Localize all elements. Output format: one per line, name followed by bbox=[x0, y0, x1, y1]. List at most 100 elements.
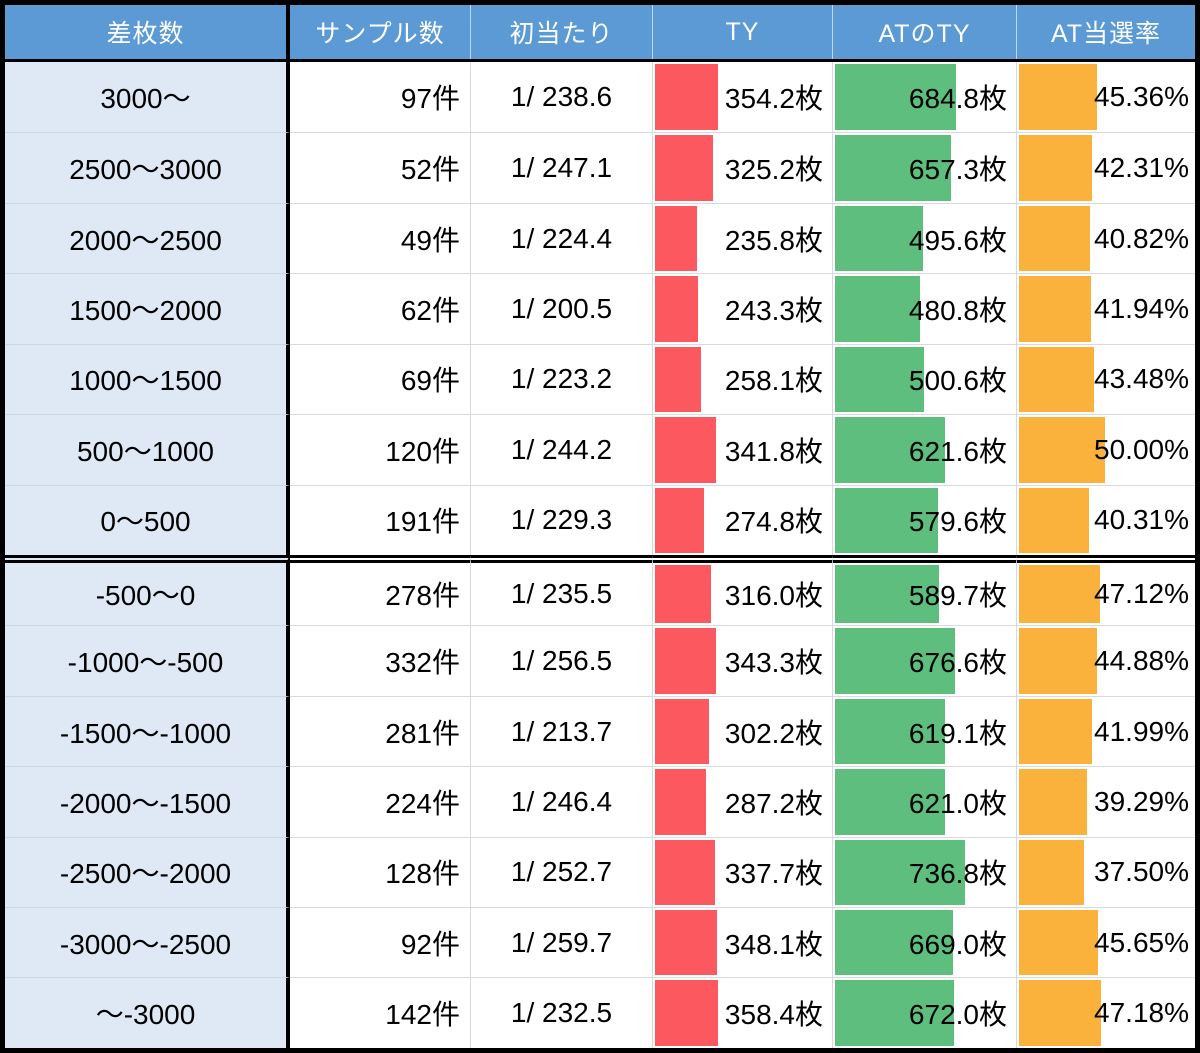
cell-at-rate: 45.65% bbox=[1016, 907, 1195, 978]
cell-at-ty-value: 619.1枚 bbox=[908, 717, 1007, 749]
table-row: 0～500 191件 1/ 229.3 274.8枚 579.6枚 40.31% bbox=[5, 484, 1195, 555]
cell-first-hit: 1/ 256.5 bbox=[470, 625, 652, 696]
cell-at-ty-value: 621.0枚 bbox=[908, 787, 1007, 819]
cell-at-rate: 47.18% bbox=[1016, 977, 1195, 1048]
cell-at-ty: 736.8枚 bbox=[832, 836, 1016, 908]
cell-first-hit-value: 1/ 252.7 bbox=[510, 856, 613, 888]
cell-samples: 128件 bbox=[290, 836, 470, 908]
table-row: 2000～2500 49件 1/ 224.4 235.8枚 495.6枚 40.82% bbox=[5, 202, 1195, 274]
cell-samples-value: 120件 bbox=[385, 435, 460, 467]
cell-at-rate: 41.94% bbox=[1016, 273, 1195, 344]
cell-first-hit: 1/ 224.4 bbox=[470, 202, 652, 274]
cell-samples-value: 92件 bbox=[400, 928, 460, 960]
cell-samples: 62件 bbox=[290, 273, 470, 344]
cell-range-value: -1500～-1000 bbox=[59, 717, 232, 749]
cell-first-hit-value: 1/ 232.5 bbox=[510, 997, 613, 1029]
cell-at-rate-value: 50.00% bbox=[1094, 433, 1189, 465]
cell-range-value: 500～1000 bbox=[76, 435, 214, 467]
cell-at-ty: 579.6枚 bbox=[832, 484, 1016, 555]
at-ty-databar bbox=[835, 417, 946, 483]
cell-at-ty-value: 495.6枚 bbox=[908, 224, 1007, 256]
cell-at-ty: 480.8枚 bbox=[832, 273, 1016, 344]
ty-databar bbox=[655, 564, 711, 624]
cell-at-ty: 684.8枚 bbox=[832, 62, 1016, 133]
cell-range: -1000～-500 bbox=[5, 625, 290, 696]
ty-databar bbox=[655, 698, 709, 765]
at-ty-databar bbox=[835, 839, 966, 906]
cell-samples: 92件 bbox=[290, 907, 470, 978]
at-rate-databar bbox=[1019, 698, 1092, 765]
cell-samples: 69件 bbox=[290, 343, 470, 415]
at-rate-databar bbox=[1019, 346, 1095, 413]
table-row: -500～0 278件 1/ 235.5 316.0枚 589.7枚 47.12% bbox=[5, 554, 1195, 626]
cell-ty-value: 274.8枚 bbox=[724, 506, 823, 538]
ty-databar bbox=[655, 980, 719, 1046]
cell-at-ty-value: 589.7枚 bbox=[908, 580, 1007, 612]
at-ty-databar bbox=[835, 205, 923, 272]
cell-range: 2500～3000 bbox=[5, 132, 290, 203]
cell-ty-value: 348.1枚 bbox=[724, 928, 823, 960]
cell-samples-value: 332件 bbox=[385, 647, 460, 679]
cell-ty-value: 325.2枚 bbox=[724, 154, 823, 186]
cell-samples: 332件 bbox=[290, 625, 470, 696]
cell-first-hit-value: 1/ 247.1 bbox=[510, 152, 613, 184]
table-row: 1000～1500 69件 1/ 223.2 258.1枚 500.6枚 43.48% bbox=[5, 343, 1195, 415]
column-header-range: 差枚数 bbox=[5, 5, 290, 59]
cell-range-value: -1000～-500 bbox=[67, 647, 224, 679]
cell-at-ty: 589.7枚 bbox=[832, 554, 1016, 626]
cell-ty-value: 316.0枚 bbox=[724, 580, 823, 612]
cell-range: -2500～-2000 bbox=[5, 836, 290, 908]
cell-at-ty-value: 669.0枚 bbox=[908, 928, 1007, 960]
cell-at-ty: 621.0枚 bbox=[832, 766, 1016, 837]
cell-range-value: 1000～1500 bbox=[69, 365, 222, 397]
cell-at-rate: 40.31% bbox=[1016, 484, 1195, 555]
at-rate-databar bbox=[1019, 980, 1101, 1046]
cell-ty-value: 235.8枚 bbox=[724, 224, 823, 256]
at-ty-databar bbox=[835, 769, 945, 835]
cell-samples: 120件 bbox=[290, 414, 470, 485]
cell-at-ty-value: 500.6枚 bbox=[908, 365, 1007, 397]
cell-ty: 235.8枚 bbox=[652, 202, 832, 274]
cell-at-rate: 50.00% bbox=[1016, 414, 1195, 485]
column-header-at-ty: ATのTY bbox=[832, 5, 1016, 59]
cell-at-rate-value: 40.31% bbox=[1094, 504, 1189, 536]
cell-at-rate-value: 45.36% bbox=[1094, 81, 1189, 113]
at-ty-databar bbox=[835, 276, 921, 342]
ty-databar bbox=[655, 346, 701, 413]
cell-ty-value: 341.8枚 bbox=[724, 435, 823, 467]
cell-ty-value: 258.1枚 bbox=[724, 365, 823, 397]
at-rate-databar bbox=[1019, 628, 1097, 694]
cell-at-ty: 621.6枚 bbox=[832, 414, 1016, 485]
cell-range-value: 0～500 bbox=[100, 506, 191, 538]
cell-range: 1000～1500 bbox=[5, 343, 290, 415]
cell-first-hit-value: 1/ 229.3 bbox=[510, 504, 613, 536]
cell-samples: 52件 bbox=[290, 132, 470, 203]
at-ty-databar bbox=[835, 698, 945, 765]
cell-ty: 348.1枚 bbox=[652, 907, 832, 978]
cell-at-ty-value: 480.8枚 bbox=[908, 294, 1007, 326]
cell-first-hit-value: 1/ 256.5 bbox=[510, 645, 613, 677]
cell-first-hit: 1/ 200.5 bbox=[470, 273, 652, 344]
cell-at-ty: 672.0枚 bbox=[832, 977, 1016, 1048]
cell-at-ty: 619.1枚 bbox=[832, 695, 1016, 767]
at-ty-databar bbox=[835, 64, 957, 131]
at-rate-databar bbox=[1019, 487, 1089, 553]
cell-samples-value: 52件 bbox=[400, 154, 460, 186]
cell-first-hit: 1/ 232.5 bbox=[470, 977, 652, 1048]
cell-first-hit: 1/ 229.3 bbox=[470, 484, 652, 555]
cell-samples-value: 128件 bbox=[385, 858, 460, 890]
at-rate-databar bbox=[1019, 276, 1092, 342]
ty-databar bbox=[655, 628, 716, 694]
at-ty-databar bbox=[835, 135, 952, 201]
cell-samples-value: 278件 bbox=[385, 580, 460, 612]
cell-first-hit: 1/ 223.2 bbox=[470, 343, 652, 415]
cell-at-rate: 39.29% bbox=[1016, 766, 1195, 837]
cell-first-hit-value: 1/ 246.4 bbox=[510, 785, 613, 817]
cell-range: 0～500 bbox=[5, 484, 290, 555]
cell-first-hit-value: 1/ 259.7 bbox=[510, 926, 613, 958]
cell-range-value: 2500～3000 bbox=[69, 154, 222, 186]
cell-at-rate-value: 37.50% bbox=[1094, 856, 1189, 888]
cell-at-rate: 45.36% bbox=[1016, 62, 1195, 133]
cell-ty: 343.3枚 bbox=[652, 625, 832, 696]
